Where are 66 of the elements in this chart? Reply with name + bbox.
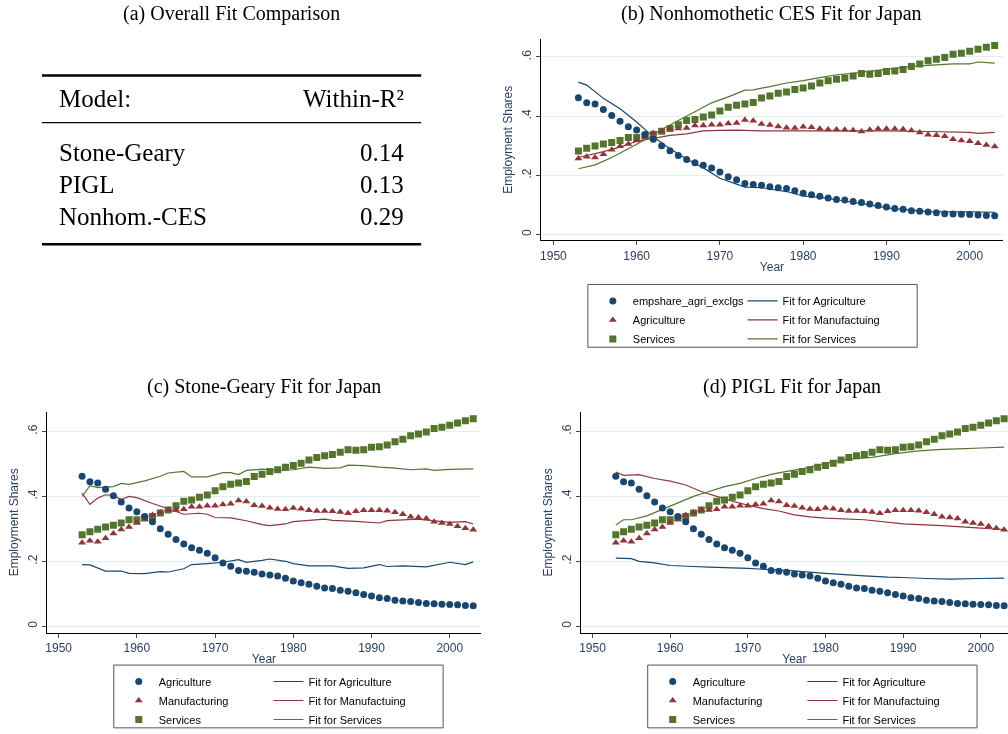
x-tick-label: 1980	[279, 641, 307, 656]
legend-label: Manufacturing	[158, 694, 229, 707]
y-axis-title: Employment Shares	[541, 468, 556, 577]
y-tick-label: 0	[520, 228, 535, 236]
text: Nonhom.-CES	[59, 203, 207, 230]
x-tick-label: 1960	[623, 248, 651, 263]
legend-label: Services	[692, 713, 736, 726]
legend-label: Agriculture	[692, 675, 746, 688]
x-tick-label: 1990	[873, 248, 901, 263]
legend-label: Fit for Manufactuing	[842, 694, 940, 707]
chart-title: (b) Nonhomothetic CES Fit for Japan	[621, 2, 922, 25]
x-tick-label: 1950	[45, 641, 73, 656]
legend-label: Services	[632, 333, 676, 346]
legend-label: Agriculture	[632, 314, 686, 327]
legend-label: Fit for Services	[308, 713, 383, 726]
x-tick-label: 1980	[812, 641, 840, 656]
legend-label: Fit for Services	[842, 713, 917, 726]
legend-label: Fit for Agriculture	[842, 675, 926, 688]
legend-label: Fit for Agriculture	[308, 675, 392, 688]
legend-label: Manufacturing	[692, 694, 763, 707]
x-axis-title: Year	[782, 652, 807, 666]
chart-title: (d) PIGL Fit for Japan	[703, 375, 882, 398]
y-tick-label: .2	[520, 168, 535, 179]
legend-label: Fit for Agriculture	[782, 295, 866, 308]
legend-label: Fit for Manufactuing	[782, 314, 880, 327]
legend-label: Agriculture	[158, 675, 212, 688]
text: 0.14	[360, 139, 405, 166]
y-axis-title: Employment Shares	[7, 468, 22, 577]
y-tick-label: .2	[560, 554, 575, 565]
x-tick-label: 1970	[706, 248, 734, 263]
legend-label: Fit for Services	[782, 333, 857, 346]
text: (a) Overall Fit Comparison	[123, 2, 341, 25]
y-axis-title: Employment Shares	[501, 85, 516, 194]
x-tick-label: 1990	[358, 641, 386, 656]
y-tick-label: .4	[26, 489, 41, 500]
x-axis-title: Year	[759, 259, 785, 274]
text: Stone-Geary	[59, 139, 186, 166]
y-tick-label: .6	[520, 49, 535, 61]
x-axis-title: Year	[251, 652, 277, 666]
x-tick-label: 1950	[579, 641, 607, 656]
legend-label: Services	[158, 713, 202, 726]
y-tick-label: .2	[26, 554, 41, 565]
y-tick-label: .6	[560, 424, 575, 435]
x-tick-label: 1970	[201, 641, 229, 656]
x-tick-label: 1980	[789, 248, 817, 263]
text: 0.13	[360, 171, 404, 198]
text: 0.29	[360, 203, 404, 230]
text: PIGL	[59, 171, 115, 198]
x-tick-label: 1950	[540, 248, 568, 263]
y-tick-label: 0	[26, 620, 41, 628]
legend-label: Fit for Manufactuing	[308, 694, 406, 707]
y-tick-label: 0	[560, 620, 575, 628]
y-tick-label: .6	[26, 424, 41, 435]
y-tick-label: .4	[560, 489, 575, 500]
x-tick-label: 2000	[436, 641, 464, 656]
x-tick-label: 1960	[123, 641, 151, 656]
chart-title: (c) Stone-Geary Fit for Japan	[147, 375, 382, 398]
x-tick-label: 2000	[967, 641, 995, 656]
text: Within-R²	[303, 85, 404, 112]
text: Model:	[59, 85, 132, 112]
legend-label: empshare_agri_exclgs	[632, 295, 744, 308]
x-tick-label: 2000	[956, 248, 984, 263]
x-tick-label: 1970	[734, 641, 762, 656]
x-tick-label: 1990	[889, 641, 917, 656]
y-tick-label: .4	[520, 109, 535, 120]
x-tick-label: 1960	[656, 641, 684, 656]
